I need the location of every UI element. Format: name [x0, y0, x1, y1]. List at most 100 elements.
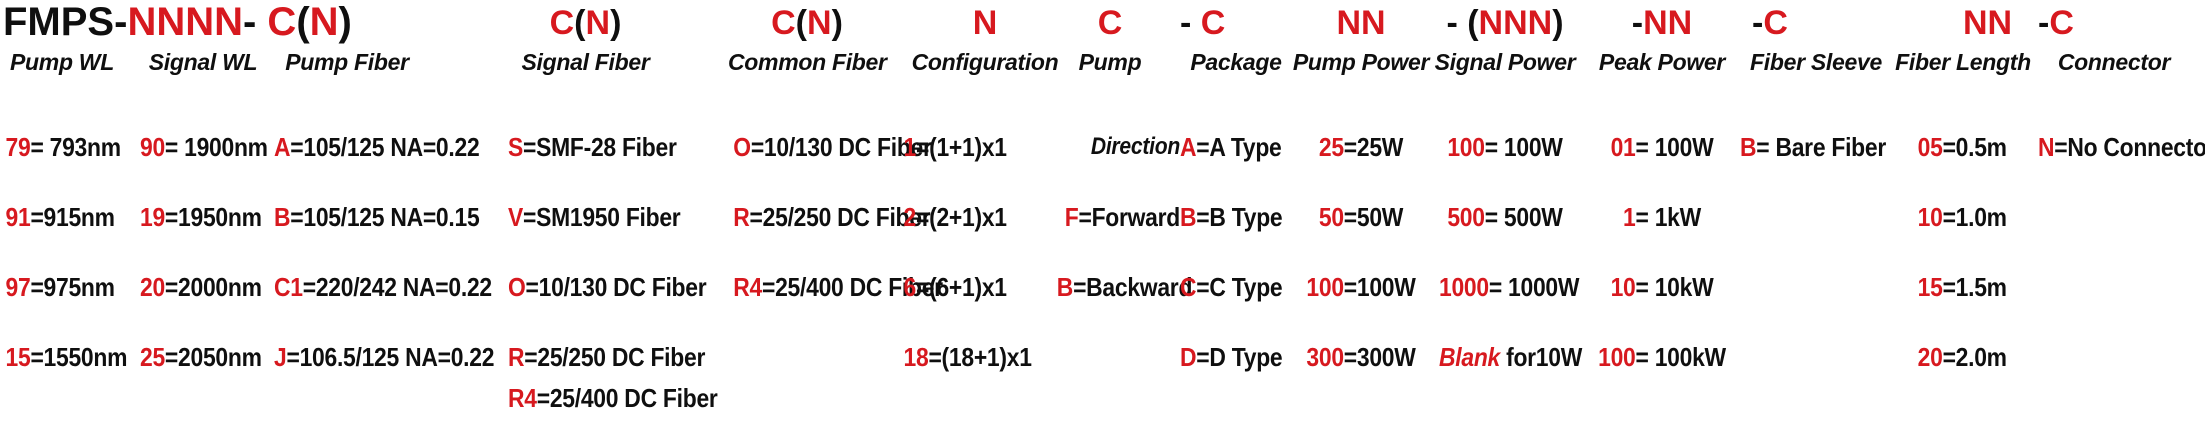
- entry-value: =105/125 NA=0.15: [290, 202, 480, 232]
- code-segment: NNN: [1478, 4, 1553, 42]
- code-segment: -: [1631, 4, 1644, 42]
- legend-entry: 90= 1900nm: [140, 131, 268, 163]
- legend-entry: 10=1.0m: [1893, 201, 2016, 233]
- entry-value: = 1000W: [1488, 272, 1580, 302]
- pump-direction-label: Direction: [1090, 133, 1180, 160]
- entry-value: = 10kW: [1635, 272, 1714, 302]
- code-segment: NN: [1643, 4, 1693, 42]
- format-segment: ): [338, 0, 352, 44]
- legend-entry: 300=300W: [1300, 341, 1421, 373]
- entry-code: C1: [274, 272, 303, 302]
- entry-value: =25W: [1343, 132, 1404, 162]
- legend-entry-blank: Blank for10W: [1439, 341, 1582, 373]
- legend-entry: B=105/125 NA=0.15: [274, 201, 480, 233]
- column-header: Pump: [1078, 49, 1142, 75]
- entry-value: = 100W: [1484, 132, 1563, 162]
- entry-value: =SMF-28 Fiber: [523, 132, 677, 162]
- legend-entry: 100=100W: [1300, 271, 1421, 303]
- code-segment: C: [1200, 4, 1226, 42]
- column-header: Pump Fiber: [285, 49, 409, 75]
- entry-code: R4: [508, 383, 537, 413]
- code-segment: C: [1097, 4, 1123, 42]
- entry-value: = 793nm: [30, 132, 121, 162]
- legend-entry: 91=915nm: [2, 201, 115, 233]
- entry-code: 100: [1598, 342, 1636, 372]
- entry-value: =25/250 DC Fiber: [749, 202, 931, 232]
- entry-code: 2: [903, 202, 917, 232]
- column-signal-wl: Signal WL 90= 1900nm 19=1950nm 20=2000nm…: [140, 0, 268, 423]
- legend-entry: 19=1950nm: [140, 201, 262, 233]
- format-code: -C: [2038, 4, 2190, 43]
- column-connector: -C Connector N=No Connector: [2038, 0, 2205, 423]
- format-segment: NNNN: [127, 0, 243, 44]
- format-code: C: [1040, 4, 1180, 43]
- entry-value: =100W: [1343, 272, 1416, 302]
- column-configuration: N Configuration 1=(1+1)x1 2=(2+1)x1 6=(6…: [900, 0, 1070, 423]
- entry-code: R: [733, 202, 750, 232]
- legend-entry: S=SMF-28 Fiber: [508, 131, 677, 163]
- legend-entry: 79= 793nm: [2, 131, 122, 163]
- column-header: Signal Fiber: [521, 49, 650, 75]
- entry-code: A: [1180, 132, 1197, 162]
- entry-code: 15: [1917, 272, 1943, 302]
- entry-value: =A Type: [1196, 132, 1282, 162]
- entry-value: =25/400 DC Fiber: [762, 272, 943, 302]
- code-segment: -: [1180, 4, 1201, 42]
- format-segment: FMPS-: [3, 0, 128, 44]
- entry-value: = 1kW: [1635, 202, 1702, 232]
- legend-entry: A=105/125 NA=0.22: [274, 131, 480, 163]
- entry-code: 500: [1447, 202, 1485, 232]
- legend-entry: O=10/130 DC Fiber: [728, 131, 932, 163]
- entry-value: =220/242 NA=0.22: [302, 272, 492, 302]
- column-fiber-length: NN Fiber Length 05=0.5m 10=1.0m 15=1.5m …: [1893, 0, 2033, 423]
- column-fiber-sleeve: -C Fiber Sleeve B= Bare Fiber: [1740, 0, 1892, 423]
- entry-value: =(6+1)x1: [915, 272, 1007, 302]
- legend-entry: F=Forward: [1057, 201, 1181, 233]
- legend-entry: R=25/250 DC Fiber: [508, 341, 705, 373]
- code-segment: NN: [1336, 4, 1386, 42]
- entry-value: =2050nm: [164, 342, 262, 372]
- entry-value: =0.5m: [1942, 132, 2007, 162]
- entry-code: 25: [140, 342, 165, 372]
- entry-code: B: [274, 202, 291, 232]
- column-header: Fiber Sleeve: [1750, 49, 1882, 75]
- format-segment: -: [242, 0, 268, 44]
- entry-code: 15: [5, 342, 31, 372]
- entry-value: =106.5/125 NA=0.22: [286, 342, 495, 372]
- format-segment: N: [309, 0, 339, 44]
- column-header: Pump Power: [1292, 49, 1430, 75]
- entry-value: =10/130 DC Fiber: [525, 272, 707, 302]
- entry-code: 10: [1917, 202, 1943, 232]
- entry-code: N: [2038, 132, 2055, 162]
- format-code: - C: [1180, 4, 1292, 43]
- column-header: Configuration: [911, 49, 1059, 75]
- entry-value: = 1900nm: [164, 132, 268, 162]
- entry-value: =B Type: [1196, 202, 1283, 232]
- entry-value: = 100kW: [1635, 342, 1727, 372]
- entry-code: O: [733, 132, 751, 162]
- entry-code: 1000: [1439, 272, 1489, 302]
- entry-code: 25: [1318, 132, 1344, 162]
- code-segment: N: [807, 4, 832, 42]
- entry-code: 79: [5, 132, 31, 162]
- format-code: C(N): [508, 4, 663, 43]
- column-pump-wl: Pump WL 79= 793nm 91=915nm 97=975nm 15=1…: [2, 0, 128, 423]
- legend-entry: R4=25/400 DC Fiber: [508, 382, 718, 414]
- column-header: Connector: [2057, 49, 2171, 75]
- entry-value: =1950nm: [164, 202, 262, 232]
- entry-code: 05: [1917, 132, 1943, 162]
- column-peak-power: -NN Peak Power 01= 100W 1= 1kW 10= 10kW …: [1588, 0, 1736, 423]
- column-header: Package: [1190, 49, 1282, 75]
- code-segment: (: [795, 4, 807, 42]
- entry-value: = 100W: [1635, 132, 1714, 162]
- entry-value: for10W: [1499, 342, 1583, 372]
- legend-entry: B=Backward: [1057, 271, 1193, 303]
- legend-entry: N=No Connector: [2038, 131, 2205, 163]
- format-code: -C: [1740, 4, 1892, 43]
- entry-value: =Backward: [1073, 272, 1193, 302]
- legend-entry: 50=50W: [1300, 201, 1421, 233]
- legend-entry: C=C Type: [1180, 271, 1283, 303]
- legend-entry: 10= 10kW: [1597, 271, 1727, 303]
- entry-value: =Forward: [1078, 202, 1180, 232]
